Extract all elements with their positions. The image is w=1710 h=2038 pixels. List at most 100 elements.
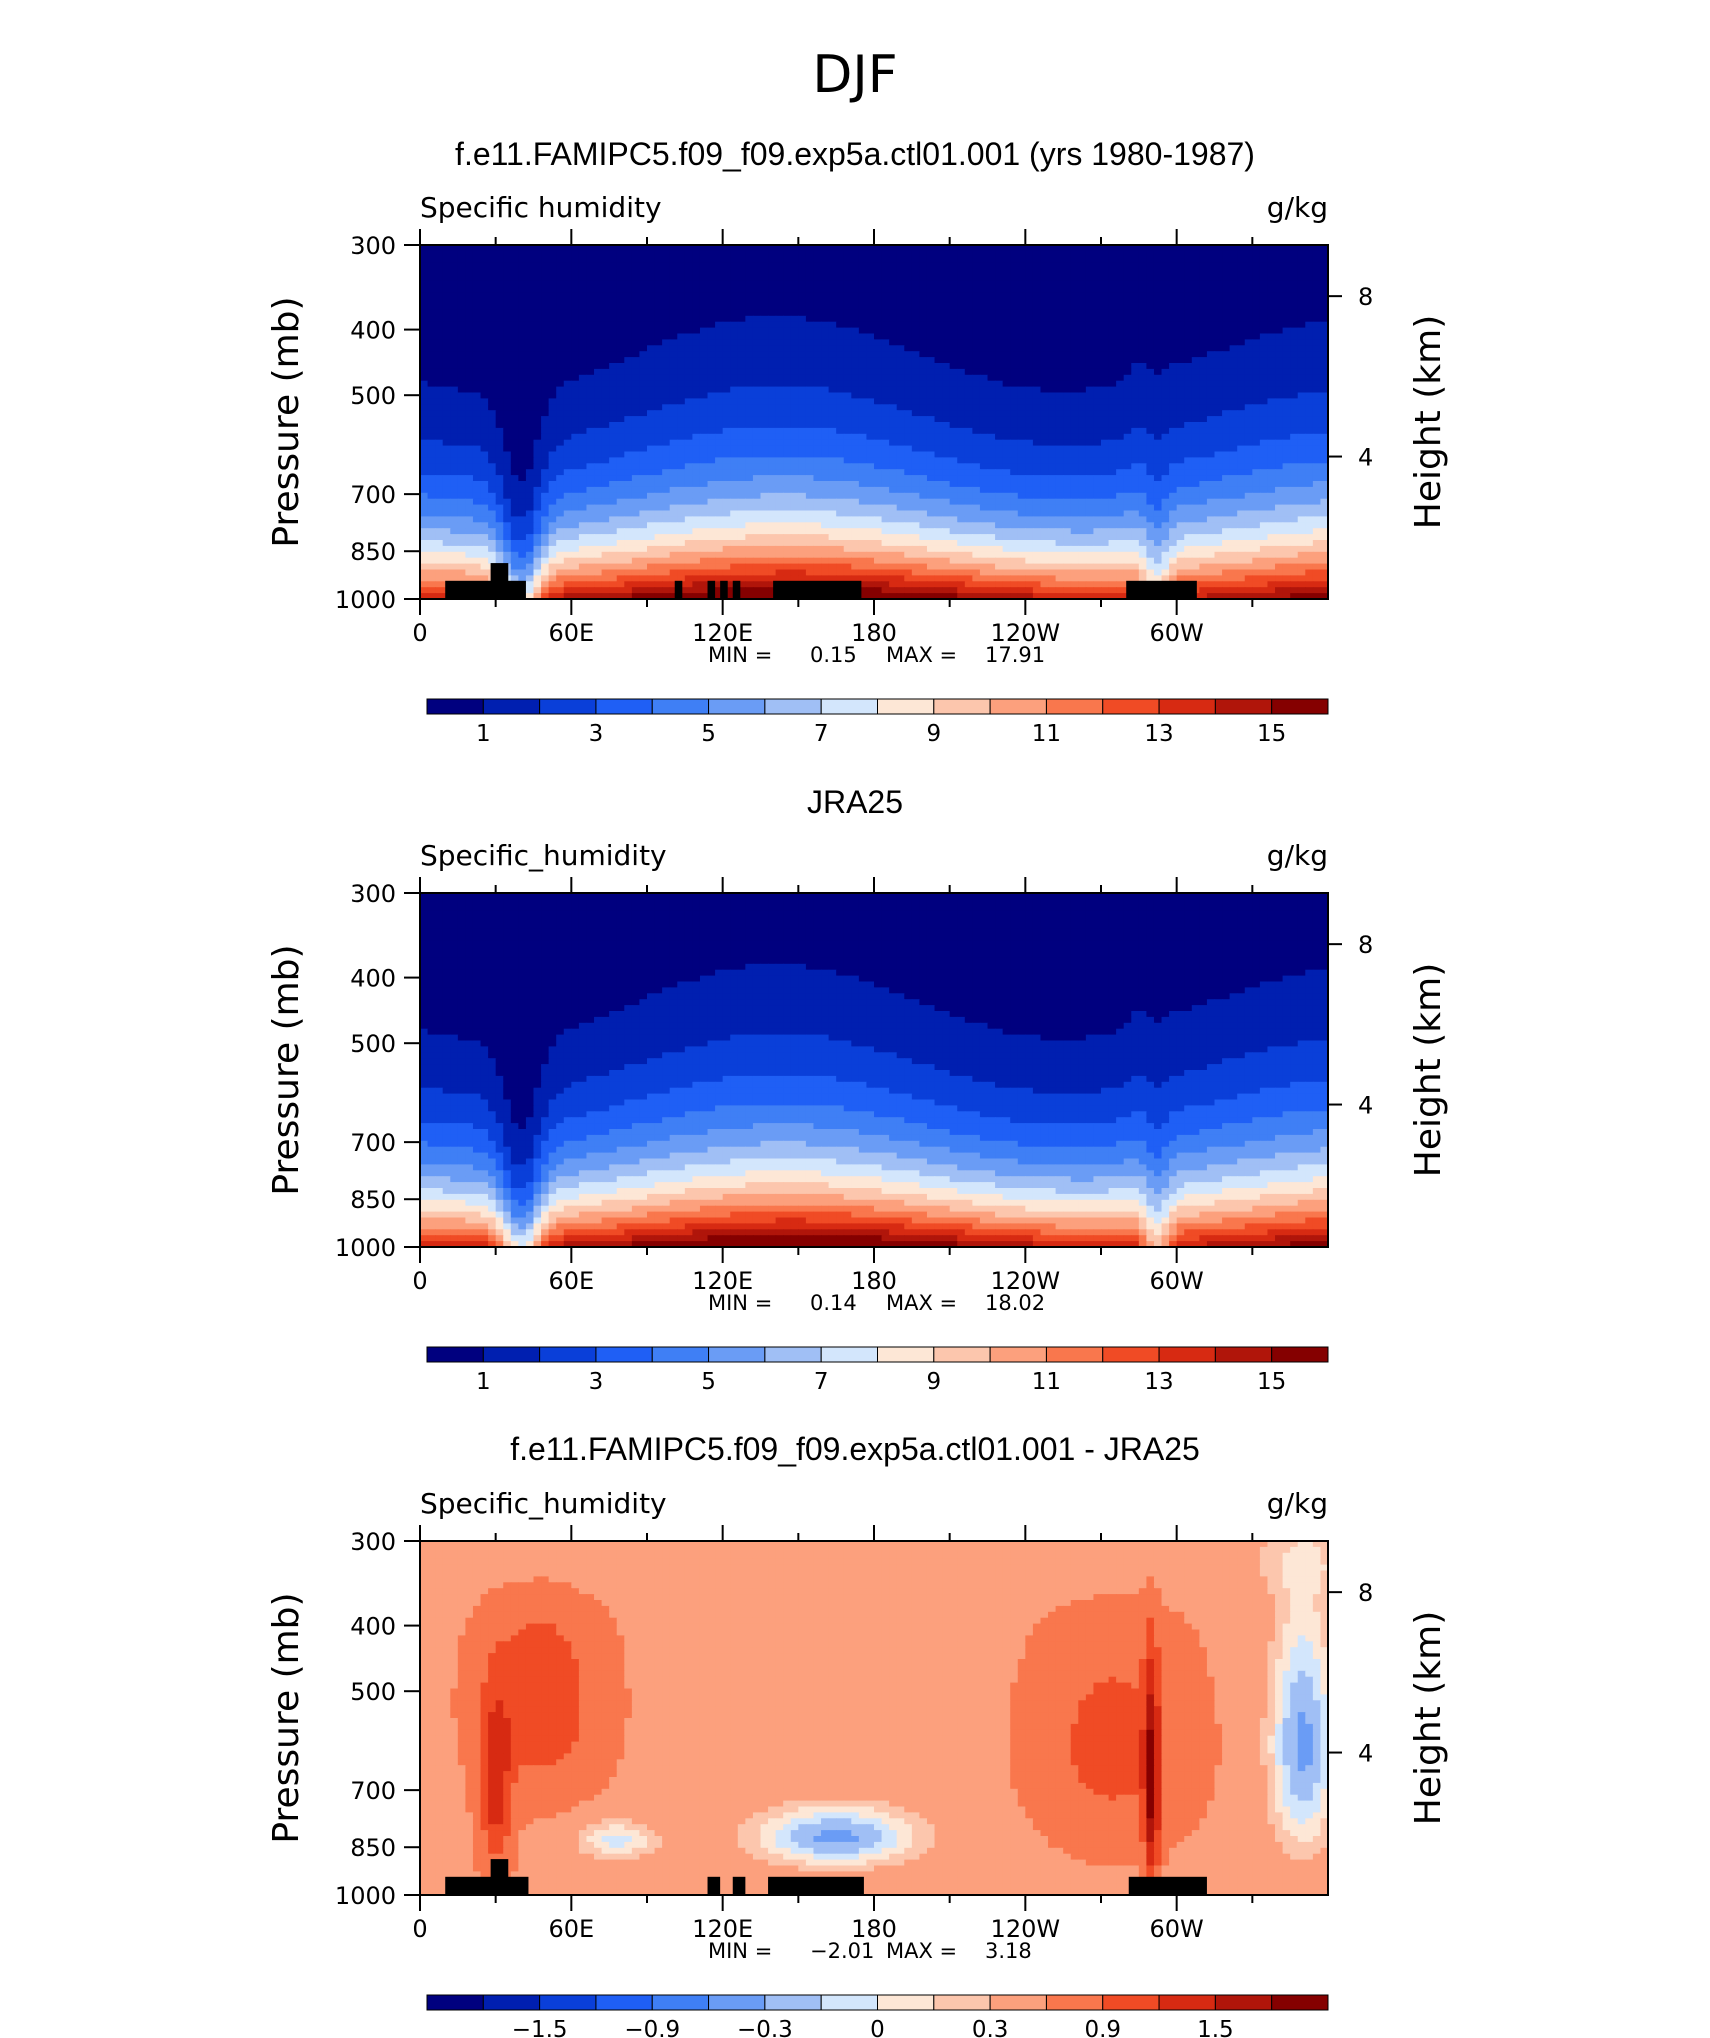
field-cell xyxy=(1146,422,1154,429)
field-cell xyxy=(586,334,594,341)
field-cell xyxy=(632,304,640,311)
field-cell xyxy=(677,463,685,470)
field-cell xyxy=(1116,446,1124,453)
field-cell xyxy=(655,298,663,305)
field-cell xyxy=(1230,381,1238,388)
field-cell xyxy=(1283,434,1291,441)
field-cell xyxy=(889,263,897,270)
field-cell xyxy=(829,269,837,276)
field-cell xyxy=(1056,416,1064,423)
field-cell xyxy=(776,351,784,358)
field-cell xyxy=(685,280,693,287)
field-cell xyxy=(1184,304,1192,311)
field-cell xyxy=(1003,251,1011,258)
field-cell xyxy=(1101,410,1109,417)
field-cell xyxy=(473,446,481,453)
field-cell xyxy=(753,280,761,287)
field-cell xyxy=(662,292,670,299)
field-cell xyxy=(617,487,625,494)
field-cell xyxy=(972,316,980,323)
field-cell xyxy=(1305,369,1313,376)
field-cell xyxy=(700,369,708,376)
field-cell xyxy=(465,393,473,400)
field-cell xyxy=(1018,416,1026,423)
field-cell xyxy=(428,393,436,400)
field-cell xyxy=(488,381,496,388)
field-cell xyxy=(1237,310,1245,317)
field-cell xyxy=(556,434,564,441)
field-cell xyxy=(1162,481,1170,488)
field-cell xyxy=(670,475,678,482)
field-cell xyxy=(1124,387,1132,394)
field-cell xyxy=(541,469,549,476)
field-cell xyxy=(1146,251,1154,258)
field-cell xyxy=(1154,339,1162,346)
field-cell xyxy=(1290,334,1298,341)
field-cell xyxy=(488,434,496,441)
field-cell xyxy=(1071,328,1079,335)
field-cell xyxy=(950,339,958,346)
field-cell xyxy=(700,363,708,370)
field-cell xyxy=(851,269,859,276)
field-cell xyxy=(488,328,496,335)
field-cell xyxy=(791,257,799,264)
field-cell xyxy=(836,398,844,405)
field-cell xyxy=(443,469,451,476)
field-cell xyxy=(1192,463,1200,470)
field-cell xyxy=(874,263,882,270)
field-cell xyxy=(1131,275,1139,282)
field-cell xyxy=(1071,363,1079,370)
field-cell xyxy=(897,398,905,405)
field-cell xyxy=(1305,263,1313,270)
field-cell xyxy=(594,345,602,352)
field-cell xyxy=(745,345,753,352)
field-cell xyxy=(632,469,640,476)
field-cell xyxy=(450,434,458,441)
field-cell xyxy=(1048,339,1056,346)
field-cell xyxy=(692,398,700,405)
field-cell xyxy=(1230,404,1238,411)
field-cell xyxy=(1199,275,1207,282)
field-cell xyxy=(965,310,973,317)
field-cell xyxy=(995,275,1003,282)
field-cell xyxy=(1033,275,1041,282)
field-cell xyxy=(1298,387,1306,394)
field-cell xyxy=(776,381,784,388)
field-cell xyxy=(1199,457,1207,464)
field-cell xyxy=(753,446,761,453)
field-cell xyxy=(1071,322,1079,329)
field-cell xyxy=(768,475,776,482)
field-cell xyxy=(942,434,950,441)
field-cell xyxy=(851,404,859,411)
field-cell xyxy=(1207,463,1215,470)
field-cell xyxy=(549,440,557,447)
field-cell xyxy=(518,404,526,411)
field-cell xyxy=(450,375,458,382)
field-cell xyxy=(1010,298,1018,305)
field-cell xyxy=(655,393,663,400)
field-cell xyxy=(1305,286,1313,293)
field-cell xyxy=(571,280,579,287)
field-cell xyxy=(496,469,504,476)
field-cell xyxy=(844,469,852,476)
field-cell xyxy=(609,292,617,299)
field-cell xyxy=(670,269,678,276)
field-cell xyxy=(632,251,640,258)
chart-panel-1: f.e11.FAMIPC5.f09_f09.exp5a.ctl01.001 (y… xyxy=(266,136,1449,747)
field-cell xyxy=(443,387,451,394)
field-cell xyxy=(904,393,912,400)
field-cell xyxy=(450,404,458,411)
field-cell xyxy=(526,469,534,476)
field-cell xyxy=(1184,416,1192,423)
field-cell xyxy=(639,475,647,482)
field-cell xyxy=(715,286,723,293)
field-cell xyxy=(723,434,731,441)
field-cell xyxy=(1275,334,1283,341)
field-cell xyxy=(473,339,481,346)
field-cell xyxy=(882,387,890,394)
field-cell xyxy=(685,316,693,323)
field-cell xyxy=(1169,387,1177,394)
field-cell xyxy=(821,410,829,417)
field-cell xyxy=(481,381,489,388)
field-cell xyxy=(1093,269,1101,276)
